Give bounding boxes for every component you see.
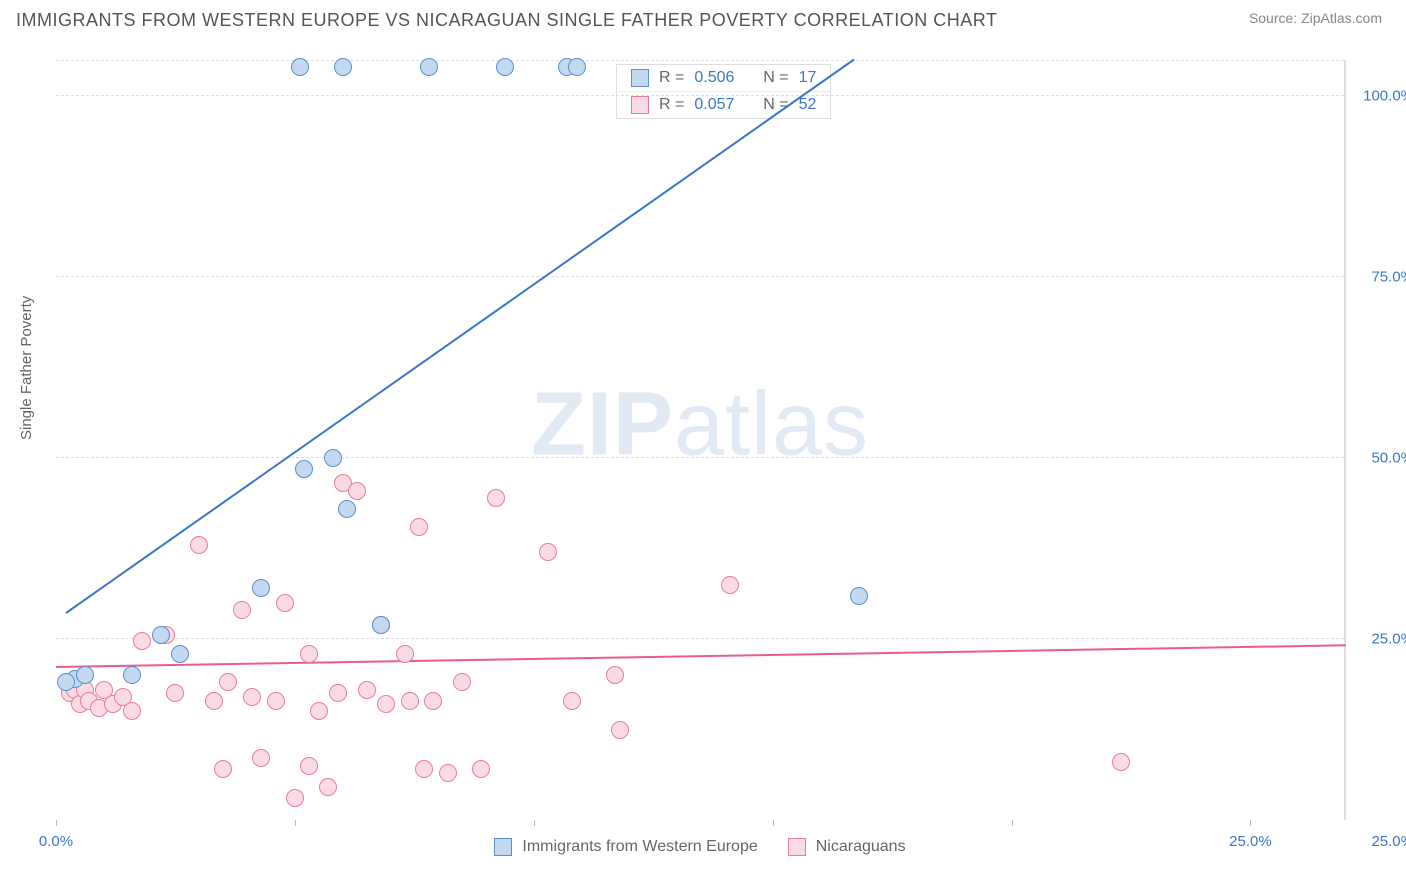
x-tick-mark (56, 820, 57, 826)
x-tick-label: 25.0% (1229, 833, 1272, 850)
marker-b (123, 702, 141, 720)
source-attribution: Source: ZipAtlas.com (1249, 10, 1382, 26)
marker-b (1112, 753, 1130, 771)
x-tick-mark (1250, 820, 1251, 826)
marker-b (267, 692, 285, 710)
marker-b (214, 760, 232, 778)
marker-a (496, 58, 514, 76)
x-tick-label: 25.0% (1371, 833, 1406, 850)
gridline-h (56, 60, 1344, 61)
marker-b (472, 760, 490, 778)
marker-a (252, 579, 270, 597)
marker-b (205, 692, 223, 710)
swatch-series-b-icon (788, 838, 806, 856)
plot-area: ZIPatlas R = 0.506 N = 17 R = 0.057 N = … (56, 60, 1346, 820)
trend-line-b (56, 644, 1346, 668)
y-tick-label: 50.0% (1354, 450, 1406, 467)
chart-title: IMMIGRANTS FROM WESTERN EUROPE VS NICARA… (16, 10, 997, 31)
marker-b (319, 778, 337, 796)
marker-a (420, 58, 438, 76)
marker-b (358, 681, 376, 699)
legend-item-a: Immigrants from Western Europe (494, 838, 757, 856)
marker-b (439, 764, 457, 782)
marker-b (133, 632, 151, 650)
marker-a (324, 449, 342, 467)
marker-b (721, 576, 739, 594)
legend-bottom: Immigrants from Western Europe Nicaragua… (56, 838, 1344, 856)
x-tick-mark (534, 820, 535, 826)
marker-b (243, 688, 261, 706)
marker-b (219, 673, 237, 691)
marker-b (276, 594, 294, 612)
legend-item-b: Nicaraguans (788, 838, 906, 856)
x-tick-mark (1012, 820, 1013, 826)
marker-b (286, 789, 304, 807)
marker-b (563, 692, 581, 710)
marker-a (76, 666, 94, 684)
marker-a (850, 587, 868, 605)
marker-a (338, 500, 356, 518)
marker-b (329, 684, 347, 702)
marker-b (300, 757, 318, 775)
marker-b (415, 760, 433, 778)
marker-b (252, 749, 270, 767)
marker-b (453, 673, 471, 691)
marker-b (377, 695, 395, 713)
marker-a (152, 626, 170, 644)
y-tick-label: 100.0% (1354, 88, 1406, 105)
legend-stats-row-a: R = 0.506 N = 17 (617, 65, 830, 91)
gridline-h (56, 276, 1344, 277)
marker-b (300, 645, 318, 663)
x-tick-mark (295, 820, 296, 826)
marker-a (568, 58, 586, 76)
gridline-h (56, 457, 1344, 458)
marker-b (611, 721, 629, 739)
y-axis-label: Single Father Poverty (18, 296, 35, 440)
legend-stats-box: R = 0.506 N = 17 R = 0.057 N = 52 (616, 64, 831, 119)
marker-a (372, 616, 390, 634)
marker-b (539, 543, 557, 561)
marker-a (295, 460, 313, 478)
marker-a (171, 645, 189, 663)
marker-b (190, 536, 208, 554)
marker-b (348, 482, 366, 500)
y-tick-label: 75.0% (1354, 269, 1406, 286)
gridline-h (56, 95, 1344, 96)
legend-label-a: Immigrants from Western Europe (522, 838, 757, 856)
marker-b (310, 702, 328, 720)
gridline-h (56, 638, 1344, 639)
marker-b (401, 692, 419, 710)
marker-a (291, 58, 309, 76)
swatch-series-b (631, 96, 649, 114)
marker-b (410, 518, 428, 536)
trend-line-a (65, 58, 854, 613)
y-tick-label: 25.0% (1354, 631, 1406, 648)
marker-a (334, 58, 352, 76)
x-tick-mark (773, 820, 774, 826)
marker-b (487, 489, 505, 507)
swatch-series-a (631, 69, 649, 87)
marker-b (233, 601, 251, 619)
marker-a (57, 673, 75, 691)
marker-b (166, 684, 184, 702)
swatch-series-a-icon (494, 838, 512, 856)
legend-label-b: Nicaraguans (816, 838, 906, 856)
watermark: ZIPatlas (531, 373, 869, 476)
marker-a (123, 666, 141, 684)
marker-b (396, 645, 414, 663)
marker-b (606, 666, 624, 684)
marker-b (424, 692, 442, 710)
x-tick-label: 0.0% (39, 833, 73, 850)
